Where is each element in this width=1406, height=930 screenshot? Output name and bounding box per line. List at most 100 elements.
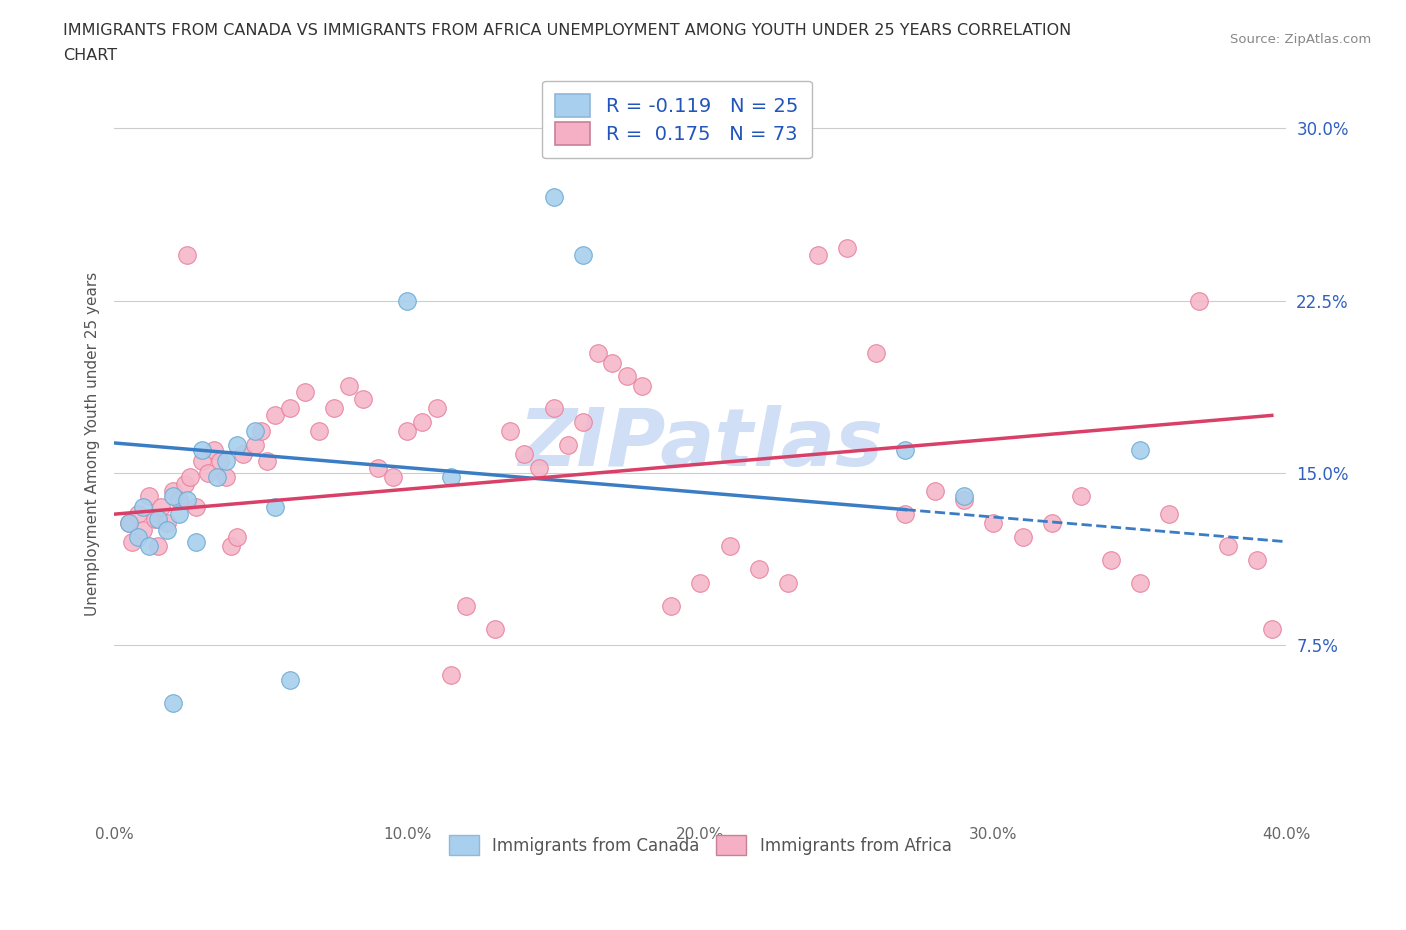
Point <box>1261 621 1284 636</box>
Point <box>659 599 682 614</box>
Point <box>208 454 231 469</box>
Point <box>865 346 887 361</box>
Point <box>243 438 266 453</box>
Point <box>602 355 624 370</box>
Point <box>1129 576 1152 591</box>
Text: ZIPatlas: ZIPatlas <box>517 405 883 483</box>
Point <box>337 379 360 393</box>
Point <box>352 392 374 406</box>
Point <box>118 516 141 531</box>
Point <box>1159 507 1181 522</box>
Point <box>138 488 160 503</box>
Text: IMMIGRANTS FROM CANADA VS IMMIGRANTS FROM AFRICA UNEMPLOYMENT AMONG YOUTH UNDER : IMMIGRANTS FROM CANADA VS IMMIGRANTS FRO… <box>63 23 1071 38</box>
Y-axis label: Unemployment Among Youth under 25 years: Unemployment Among Youth under 25 years <box>86 272 100 617</box>
Point <box>440 668 463 683</box>
Point <box>835 240 858 255</box>
Point <box>1187 293 1209 308</box>
Point <box>186 535 208 550</box>
Point <box>396 424 419 439</box>
Point <box>1129 443 1152 458</box>
Point <box>499 424 522 439</box>
Point <box>294 385 316 400</box>
Point <box>132 523 155 538</box>
Point <box>179 470 201 485</box>
Point <box>718 538 741 553</box>
Point <box>806 247 828 262</box>
Point <box>616 369 638 384</box>
Point <box>138 538 160 553</box>
Point <box>197 465 219 480</box>
Text: Source: ZipAtlas.com: Source: ZipAtlas.com <box>1230 33 1371 46</box>
Point <box>205 470 228 485</box>
Point <box>156 523 179 538</box>
Point <box>232 447 254 462</box>
Point <box>162 488 184 503</box>
Point <box>381 470 404 485</box>
Point <box>156 516 179 531</box>
Point <box>543 190 565 205</box>
Point <box>221 538 243 553</box>
Point <box>173 477 195 492</box>
Point <box>894 507 917 522</box>
Point <box>953 493 976 508</box>
Point <box>586 346 609 361</box>
Point <box>689 576 711 591</box>
Point <box>127 530 149 545</box>
Point <box>1216 538 1239 553</box>
Point <box>226 530 249 545</box>
Point <box>121 535 143 550</box>
Point <box>924 484 946 498</box>
Point <box>202 443 225 458</box>
Point <box>150 499 173 514</box>
Point <box>249 424 271 439</box>
Point <box>176 493 198 508</box>
Point <box>572 247 595 262</box>
Point <box>411 415 433 430</box>
Point <box>191 443 214 458</box>
Point <box>176 247 198 262</box>
Point <box>454 599 477 614</box>
Point <box>396 293 419 308</box>
Point <box>323 401 346 416</box>
Point <box>167 507 190 522</box>
Point <box>894 443 917 458</box>
Point <box>118 516 141 531</box>
Point <box>1070 488 1092 503</box>
Point <box>572 415 595 430</box>
Text: CHART: CHART <box>63 48 117 63</box>
Point <box>162 695 184 710</box>
Point <box>1246 552 1268 567</box>
Point <box>226 438 249 453</box>
Point <box>983 516 1005 531</box>
Point <box>630 379 652 393</box>
Point <box>426 401 449 416</box>
Point <box>186 499 208 514</box>
Point <box>146 538 169 553</box>
Point <box>484 621 506 636</box>
Point <box>513 447 536 462</box>
Point <box>1099 552 1122 567</box>
Point <box>1040 516 1063 531</box>
Point <box>143 512 166 526</box>
Point <box>778 576 800 591</box>
Point <box>748 562 770 577</box>
Point <box>953 488 976 503</box>
Point <box>132 499 155 514</box>
Legend: Immigrants from Canada, Immigrants from Africa: Immigrants from Canada, Immigrants from … <box>443 829 959 861</box>
Point <box>1011 530 1033 545</box>
Point <box>162 484 184 498</box>
Point <box>214 470 236 485</box>
Point <box>308 424 330 439</box>
Point <box>264 408 287 423</box>
Point <box>146 512 169 526</box>
Point <box>543 401 565 416</box>
Point <box>127 507 149 522</box>
Point <box>527 460 550 475</box>
Point <box>278 401 301 416</box>
Point <box>440 470 463 485</box>
Point <box>167 493 190 508</box>
Point <box>264 499 287 514</box>
Point <box>191 454 214 469</box>
Point <box>367 460 389 475</box>
Point <box>278 672 301 687</box>
